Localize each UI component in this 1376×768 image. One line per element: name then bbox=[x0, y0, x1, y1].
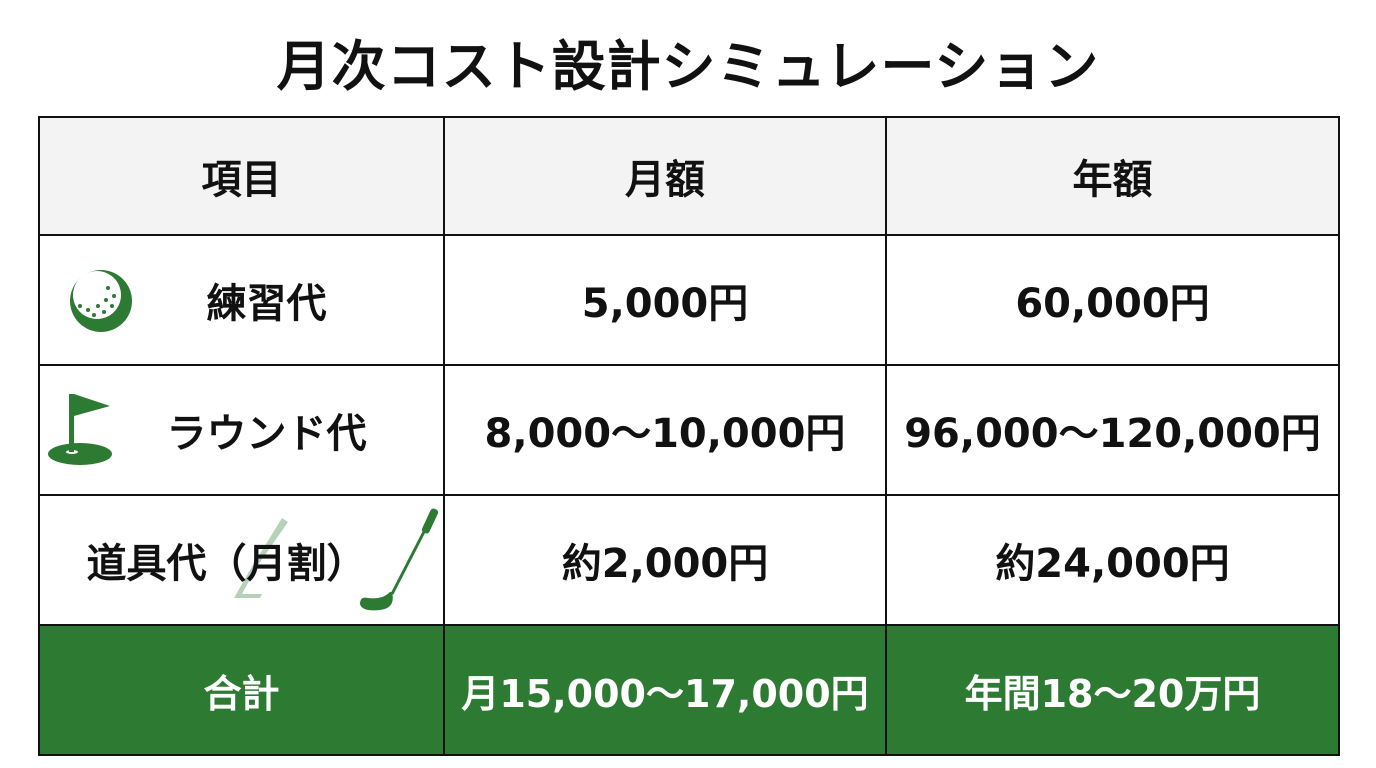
row-yearly: 60,000円 bbox=[885, 234, 1340, 366]
header-yearly: 年額 bbox=[885, 116, 1340, 236]
golf-club-icon bbox=[234, 518, 288, 598]
total-monthly: 月15,000〜17,000円 bbox=[443, 624, 887, 756]
golf-flag-icon bbox=[48, 394, 112, 465]
row-item-label: 練習代 bbox=[206, 281, 327, 327]
row-item-label: ラウンド代 bbox=[166, 411, 367, 457]
header-monthly: 月額 bbox=[443, 116, 887, 236]
row-monthly: 5,000円 bbox=[443, 234, 887, 366]
total-row: 合計 月15,000〜17,000円 年間18〜20万円 bbox=[38, 624, 1340, 756]
table-row: 道具代（月割） 約2,000円 約24,000円 bbox=[38, 494, 1340, 626]
row-item-cell: 道具代（月割） bbox=[38, 494, 445, 626]
row-yearly: 約24,000円 bbox=[885, 494, 1340, 626]
golf-ball-icon bbox=[70, 270, 132, 332]
golf-club-icon bbox=[360, 508, 439, 611]
total-yearly: 年間18〜20万円 bbox=[885, 624, 1340, 756]
cost-table: 項目 月額 年額 練習代 5,000円 60,000円 ラウンド代 8,000〜… bbox=[38, 116, 1340, 756]
header-item: 項目 bbox=[38, 116, 445, 236]
row-item-label: 道具代（月割） bbox=[86, 541, 367, 587]
row-yearly: 96,000〜120,000円 bbox=[885, 364, 1340, 496]
row-monthly: 8,000〜10,000円 bbox=[443, 364, 887, 496]
table-row: ラウンド代 8,000〜10,000円 96,000〜120,000円 bbox=[38, 364, 1340, 496]
row-item-cell: ラウンド代 bbox=[38, 364, 445, 496]
total-label: 合計 bbox=[38, 624, 445, 756]
table-header-row: 項目 月額 年額 bbox=[38, 116, 1340, 236]
page-title: 月次コスト設計シミュレーション bbox=[276, 35, 1100, 98]
row-item-cell: 練習代 bbox=[38, 234, 445, 366]
row-monthly: 約2,000円 bbox=[443, 494, 887, 626]
table-row: 練習代 5,000円 60,000円 bbox=[38, 234, 1340, 366]
